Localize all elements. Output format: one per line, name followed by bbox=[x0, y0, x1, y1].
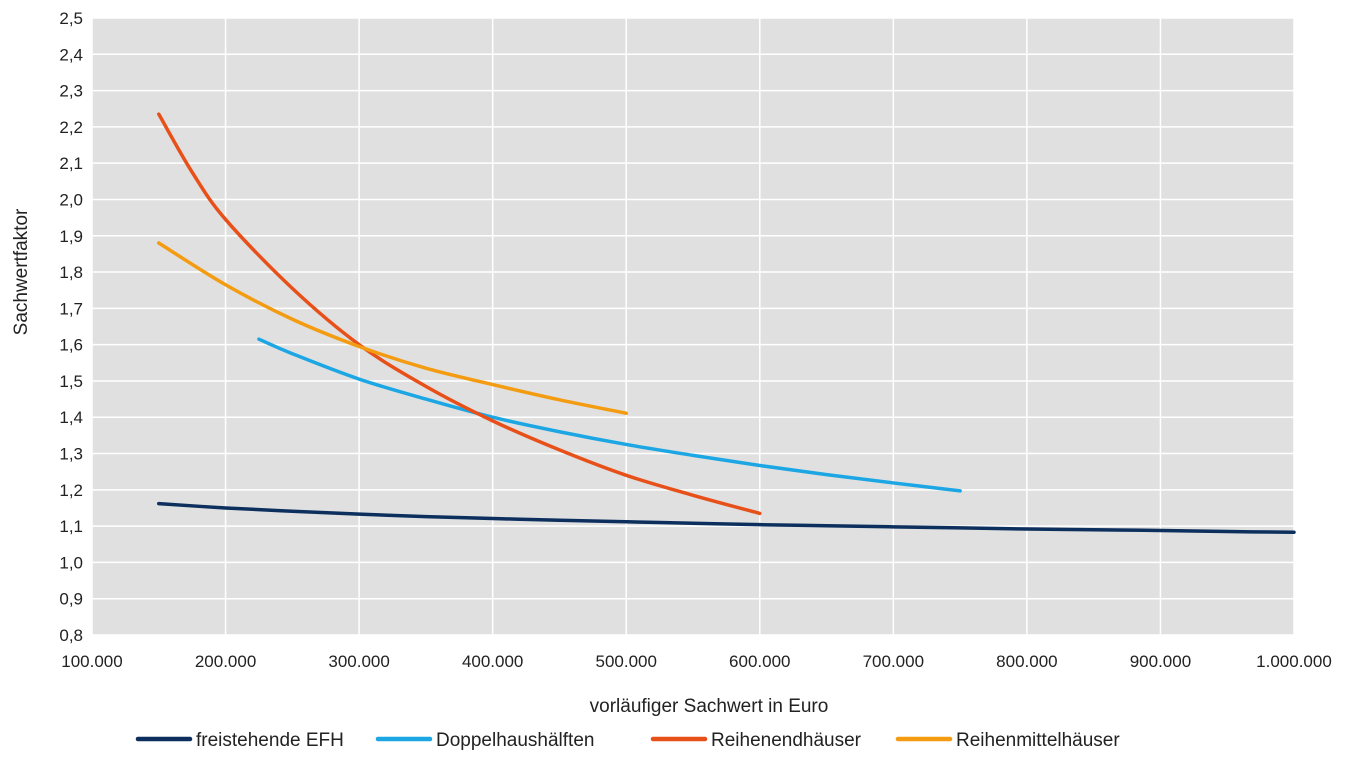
y-tick-label: 1,7 bbox=[59, 299, 83, 318]
y-tick-label: 1,8 bbox=[59, 263, 83, 282]
x-tick-label: 800.000 bbox=[996, 652, 1057, 671]
x-tick-label: 200.000 bbox=[195, 652, 256, 671]
legend: freistehende EFH Doppelhaushälften Reihene… bbox=[135, 730, 1120, 751]
x-tick-label: 100.000 bbox=[61, 652, 122, 671]
y-axis-title: Sachwertfaktor bbox=[11, 208, 32, 335]
x-axis-title: vorläufiger Sachwert in Euro bbox=[590, 696, 829, 717]
legend-label: Reihenmittelhäuser bbox=[956, 730, 1120, 751]
series-line-2 bbox=[257, 337, 962, 493]
y-tick-label: 1,5 bbox=[59, 372, 83, 391]
y-tick-label: 1,2 bbox=[59, 481, 83, 500]
horizontal-gridlines bbox=[92, 17, 1294, 636]
y-tick-label: 1,0 bbox=[59, 553, 83, 572]
series-line-3 bbox=[157, 112, 762, 516]
series-line-4 bbox=[157, 241, 628, 415]
legend-item: Reihenendhäuser bbox=[650, 730, 862, 751]
y-tick-label: 2,3 bbox=[59, 82, 83, 101]
x-tick-label: 500.000 bbox=[595, 652, 656, 671]
y-axis-tick-labels: 0,8 0,9 1,0 1,1 1,2 1,3 1,4 1,5 1,6 1,7 1,8 1,9 2,0 2… bbox=[59, 9, 83, 645]
series-lines bbox=[157, 112, 1296, 535]
x-tick-label: 600.000 bbox=[729, 652, 790, 671]
legend-item: Doppelhaushälften bbox=[375, 730, 594, 751]
y-tick-label: 2,1 bbox=[59, 154, 83, 173]
x-tick-label: 1.000.000 bbox=[1256, 652, 1332, 671]
legend-label: freistehende EFH bbox=[196, 730, 344, 751]
y-tick-label: 2,0 bbox=[59, 190, 83, 209]
legend-label: Reihenendhäuser bbox=[711, 730, 862, 751]
y-tick-label: 1,1 bbox=[59, 517, 83, 536]
y-tick-label: 1,4 bbox=[59, 408, 83, 427]
y-tick-label: 2,5 bbox=[59, 9, 83, 28]
x-tick-label: 300.000 bbox=[328, 652, 389, 671]
y-tick-label: 1,9 bbox=[59, 227, 83, 246]
y-tick-label: 2,2 bbox=[59, 118, 83, 137]
legend-label: Doppelhaushälften bbox=[436, 730, 594, 751]
legend-item: freistehende EFH bbox=[135, 730, 344, 751]
legend-item: Reihenmittelhäuser bbox=[895, 730, 1120, 751]
plot-area bbox=[92, 18, 1294, 635]
x-tick-label: 400.000 bbox=[462, 652, 523, 671]
y-tick-label: 2,4 bbox=[59, 45, 83, 64]
y-tick-label: 1,3 bbox=[59, 445, 83, 464]
y-tick-label: 1,6 bbox=[59, 336, 83, 355]
x-tick-label: 900.000 bbox=[1130, 652, 1191, 671]
x-tick-label: 700.000 bbox=[863, 652, 924, 671]
series-line-1 bbox=[157, 501, 1296, 535]
y-tick-label: 0,9 bbox=[59, 590, 83, 609]
x-axis-tick-labels: 100.000 200.000 300.000 400.000 500.000 600.0… bbox=[61, 652, 1332, 671]
y-tick-label: 0,8 bbox=[59, 626, 83, 645]
